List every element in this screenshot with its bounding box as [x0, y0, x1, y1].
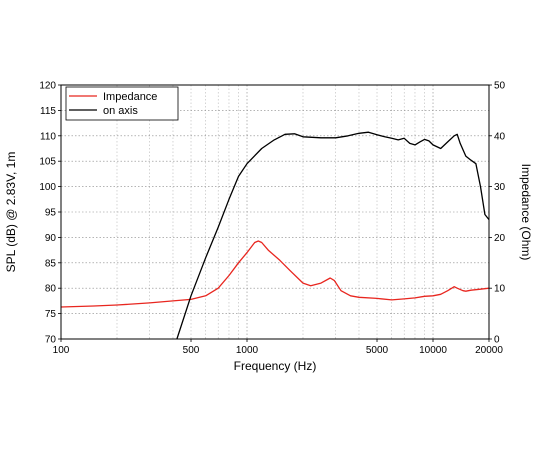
x-tick-label: 500 [183, 345, 200, 356]
grid [61, 85, 489, 339]
y-left-tick-label: 120 [39, 81, 56, 92]
x-tick-label: 1000 [236, 345, 259, 356]
y-left-tick-label: 90 [45, 233, 57, 244]
legend: Impedance on axis [65, 86, 179, 121]
axes-ticks: 100 500 1000 5000 10000 200007075808590951001… [39, 81, 505, 357]
y-left-tick-label: 95 [45, 208, 57, 219]
y-left-tick-label: 85 [45, 258, 57, 269]
y-right-tick-label: 30 [494, 182, 506, 193]
y-left-tick-label: 110 [40, 131, 56, 142]
x-axis-label: Frequency (Hz) [234, 359, 317, 373]
y-left-tick-label: 75 [45, 309, 57, 320]
x-tick-label: 10000 [419, 345, 447, 356]
plot-lines [60, 131, 490, 340]
y-left-tick-label: 105 [39, 157, 56, 168]
series-line-impedance [60, 240, 490, 308]
y-left-tick-label: 100 [39, 182, 56, 193]
y-axis-label-right: Impedance (Ohm) [519, 164, 533, 261]
series-line-on-axis [176, 131, 490, 340]
legend-label-impedance: Impedance [103, 91, 157, 103]
x-tick-label: 20000 [475, 345, 503, 356]
legend-box [65, 86, 179, 121]
y-right-tick-label: 20 [494, 233, 506, 244]
y-right-tick-label: 40 [494, 131, 506, 142]
x-tick-label: 100 [53, 345, 70, 356]
legend-label-on-axis: on axis [103, 105, 138, 117]
y-left-tick-label: 115 [40, 106, 56, 117]
y-right-tick-label: 10 [494, 284, 506, 295]
y-right-tick-label: 0 [494, 335, 500, 346]
x-tick-label: 5000 [366, 345, 389, 356]
y-left-tick-label: 80 [45, 284, 57, 295]
y-right-tick-label: 50 [494, 81, 506, 92]
y-left-tick-label: 70 [45, 335, 57, 346]
y-axis-label-left: SPL (dB) @ 2.83V, 1m [4, 152, 18, 273]
